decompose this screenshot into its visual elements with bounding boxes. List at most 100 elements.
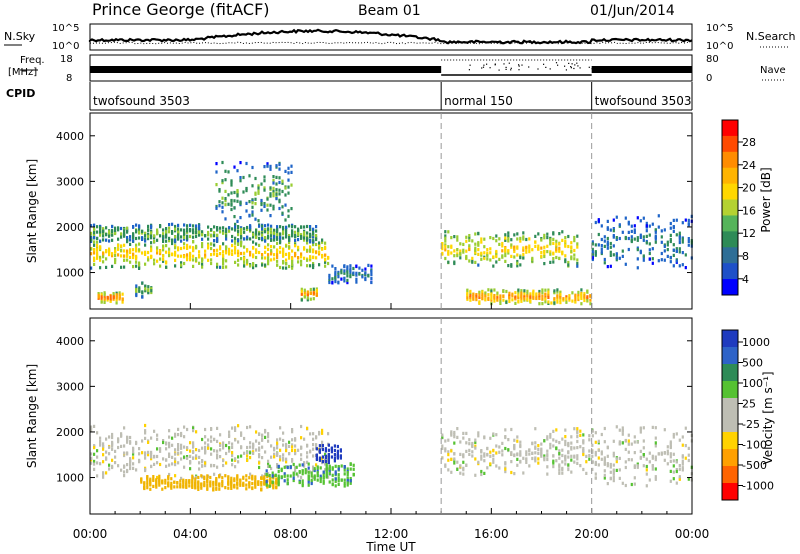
data-cell: [612, 218, 615, 222]
data-cell: [255, 250, 258, 254]
data-cell: [307, 466, 310, 470]
data-cell: [192, 441, 195, 445]
nave-dot: [528, 66, 530, 68]
data-cell: [270, 444, 273, 448]
data-cell: [495, 234, 498, 238]
data-cell: [444, 239, 447, 243]
data-cell: [499, 301, 502, 305]
data-cell: [651, 454, 654, 458]
data-cell: [456, 460, 459, 464]
data-cell: [600, 457, 603, 461]
freq-left-top-tick: 18: [60, 54, 73, 65]
data-cell: [684, 266, 687, 270]
data-cell: [174, 448, 177, 452]
data-cell: [333, 459, 336, 463]
data-cell: [213, 472, 216, 476]
data-cell: [465, 441, 468, 445]
data-cell: [466, 289, 469, 293]
data-cell: [609, 253, 612, 257]
data-cell: [282, 443, 285, 447]
data-cell: [264, 256, 267, 260]
data-cell: [540, 238, 543, 242]
data-cell: [150, 455, 153, 459]
data-cell: [487, 288, 490, 292]
data-cell: [561, 230, 564, 234]
data-cell: [513, 245, 516, 249]
data-cell: [603, 239, 606, 243]
data-cell: [303, 464, 306, 468]
data-cell: [201, 460, 204, 464]
data-cell: [266, 162, 269, 166]
data-cell: [678, 247, 681, 251]
y-tick-label: 2000: [56, 221, 84, 234]
nave-dot: [489, 67, 491, 69]
data-cell: [108, 251, 111, 255]
data-cell: [117, 247, 120, 251]
data-cell: [189, 449, 192, 453]
data-cell: [240, 257, 243, 261]
data-cell: [493, 296, 496, 300]
data-cell: [203, 484, 206, 488]
data-cell: [474, 457, 477, 461]
data-cell: [144, 252, 147, 256]
data-cell: [687, 477, 690, 481]
data-cell: [258, 448, 261, 452]
data-cell: [222, 459, 225, 463]
data-cell: [176, 481, 179, 485]
nave-dot: [564, 65, 566, 67]
data-cell: [642, 446, 645, 450]
data-cell: [286, 465, 289, 470]
data-cell: [183, 435, 186, 439]
data-cell: [288, 238, 291, 242]
data-cell: [352, 467, 355, 471]
data-cell: [258, 236, 261, 241]
data-cell: [312, 229, 315, 233]
data-cell: [567, 455, 570, 459]
data-cell: [213, 225, 216, 229]
data-cell: [627, 230, 630, 234]
data-cell: [292, 478, 295, 483]
data-cell: [144, 451, 147, 455]
data-cell: [99, 436, 102, 440]
data-cell: [633, 476, 636, 480]
data-cell: [570, 447, 573, 451]
data-cell: [90, 425, 93, 429]
data-cell: [462, 436, 465, 440]
data-cell: [346, 281, 349, 285]
data-cell: [669, 455, 672, 459]
data-cell: [180, 443, 183, 447]
data-cell: [111, 233, 114, 237]
data-cell: [141, 281, 144, 285]
data-cell: [294, 452, 297, 456]
data-cell: [660, 258, 663, 262]
nave-dot: [510, 69, 512, 71]
data-cell: [233, 206, 236, 210]
data-cell: [158, 480, 161, 484]
data-cell: [147, 288, 150, 292]
data-cell: [453, 260, 456, 264]
data-cell: [272, 192, 275, 196]
data-cell: [321, 460, 324, 464]
data-cell: [240, 445, 243, 449]
data-cell: [225, 237, 228, 241]
data-cell: [195, 257, 198, 261]
data-cell: [312, 447, 315, 451]
freq-left-bottom-tick: 8: [66, 73, 72, 84]
data-cell: [612, 468, 615, 472]
data-cell: [669, 469, 672, 473]
data-cell: [307, 470, 310, 474]
data-cell: [558, 471, 561, 475]
data-cell: [358, 272, 361, 276]
data-cell: [90, 231, 93, 235]
data-cell: [576, 431, 579, 435]
data-cell: [224, 474, 227, 478]
data-cell: [306, 451, 309, 455]
data-cell: [219, 245, 222, 249]
data-cell: [597, 448, 600, 452]
data-cell: [615, 457, 618, 461]
data-cell: [334, 479, 337, 483]
data-cell: [307, 480, 310, 484]
data-cell: [441, 444, 444, 448]
data-cell: [279, 239, 282, 243]
colorbar-tick-label: 500: [742, 357, 763, 370]
